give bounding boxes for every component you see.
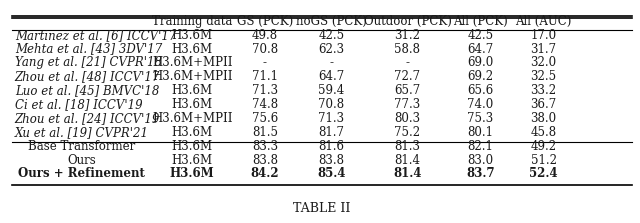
Text: 42.5: 42.5 — [467, 29, 493, 42]
Text: Mehta et al. [43] 3DV'17: Mehta et al. [43] 3DV'17 — [15, 43, 162, 56]
Text: H3.6M: H3.6M — [170, 167, 214, 180]
Text: 32.0: 32.0 — [531, 56, 557, 69]
Text: Training data: Training data — [152, 15, 232, 28]
Text: 69.0: 69.0 — [467, 56, 493, 69]
Text: 75.6: 75.6 — [252, 112, 278, 125]
Text: 74.8: 74.8 — [252, 98, 278, 111]
Text: 69.2: 69.2 — [467, 70, 493, 83]
Text: 52.4: 52.4 — [529, 167, 558, 180]
Text: Martinez et al. [6] ICCV'17: Martinez et al. [6] ICCV'17 — [15, 29, 176, 42]
Text: Xu et al. [19] CVPR'21: Xu et al. [19] CVPR'21 — [15, 126, 149, 139]
Text: Zhou et al. [48] ICCV'17: Zhou et al. [48] ICCV'17 — [15, 70, 160, 83]
Text: 82.1: 82.1 — [467, 140, 493, 153]
Text: H3.6M: H3.6M — [172, 126, 212, 139]
Text: 70.8: 70.8 — [318, 98, 344, 111]
Text: TABLE II: TABLE II — [293, 202, 351, 215]
Text: H3.6M: H3.6M — [172, 154, 212, 167]
Text: 17.0: 17.0 — [531, 29, 557, 42]
Text: H3.6M: H3.6M — [172, 43, 212, 56]
Text: 72.7: 72.7 — [394, 70, 420, 83]
Text: 83.8: 83.8 — [319, 154, 344, 167]
Text: 81.6: 81.6 — [319, 140, 344, 153]
Text: 81.4: 81.4 — [393, 167, 422, 180]
Text: 59.4: 59.4 — [318, 84, 344, 97]
Text: 84.2: 84.2 — [251, 167, 279, 180]
Text: Ours: Ours — [67, 154, 95, 167]
Text: H3.6M: H3.6M — [172, 84, 212, 97]
Text: 65.6: 65.6 — [467, 84, 493, 97]
Text: 58.8: 58.8 — [394, 43, 420, 56]
Text: 51.2: 51.2 — [531, 154, 557, 167]
Text: 62.3: 62.3 — [318, 43, 344, 56]
Text: 75.2: 75.2 — [394, 126, 420, 139]
Text: 65.7: 65.7 — [394, 84, 420, 97]
Text: 75.3: 75.3 — [467, 112, 493, 125]
Text: 71.3: 71.3 — [252, 84, 278, 97]
Text: 81.7: 81.7 — [319, 126, 344, 139]
Text: 85.4: 85.4 — [317, 167, 346, 180]
Text: 36.7: 36.7 — [531, 98, 557, 111]
Text: Base Transformer: Base Transformer — [28, 140, 135, 153]
Text: 81.5: 81.5 — [252, 126, 278, 139]
Text: 71.3: 71.3 — [318, 112, 344, 125]
Text: 71.1: 71.1 — [252, 70, 278, 83]
Text: -: - — [406, 56, 410, 69]
Text: H3.6M: H3.6M — [172, 140, 212, 153]
Text: 74.0: 74.0 — [467, 98, 493, 111]
Text: 38.0: 38.0 — [531, 112, 557, 125]
Text: Yang et al. [21] CVPR'18: Yang et al. [21] CVPR'18 — [15, 56, 162, 69]
Text: H3.6M: H3.6M — [172, 98, 212, 111]
Text: 70.8: 70.8 — [252, 43, 278, 56]
Text: 42.5: 42.5 — [318, 29, 344, 42]
Text: Luo et al. [45] BMVC'18: Luo et al. [45] BMVC'18 — [15, 84, 159, 97]
Text: Ours + Refinement: Ours + Refinement — [18, 167, 145, 180]
Text: noGS (PCK): noGS (PCK) — [296, 15, 367, 28]
Text: 83.3: 83.3 — [252, 140, 278, 153]
Text: 81.4: 81.4 — [394, 154, 420, 167]
Text: 80.1: 80.1 — [467, 126, 493, 139]
Text: 32.5: 32.5 — [531, 70, 557, 83]
Text: 33.2: 33.2 — [531, 84, 557, 97]
Text: 81.3: 81.3 — [394, 140, 420, 153]
Text: 80.3: 80.3 — [394, 112, 420, 125]
Text: -: - — [330, 56, 333, 69]
Text: 49.8: 49.8 — [252, 29, 278, 42]
Text: Outdoor (PCK): Outdoor (PCK) — [364, 15, 451, 28]
Text: All (PCK): All (PCK) — [453, 15, 508, 28]
Text: Ci et al. [18] ICCV'19: Ci et al. [18] ICCV'19 — [15, 98, 143, 111]
Text: H3.6M+MPII: H3.6M+MPII — [152, 70, 232, 83]
Text: 49.2: 49.2 — [531, 140, 557, 153]
Text: H3.6M: H3.6M — [172, 29, 212, 42]
Text: GS (PCK): GS (PCK) — [237, 15, 293, 28]
Text: 45.8: 45.8 — [531, 126, 557, 139]
Text: 31.7: 31.7 — [531, 43, 557, 56]
Text: 83.8: 83.8 — [252, 154, 278, 167]
Text: H3.6M+MPII: H3.6M+MPII — [152, 112, 232, 125]
Text: 31.2: 31.2 — [394, 29, 420, 42]
Text: Zhou et al. [24] ICCV'19: Zhou et al. [24] ICCV'19 — [15, 112, 160, 125]
Text: H3.6M+MPII: H3.6M+MPII — [152, 56, 232, 69]
Text: 64.7: 64.7 — [318, 70, 344, 83]
Text: 83.0: 83.0 — [467, 154, 493, 167]
Text: -: - — [263, 56, 267, 69]
Text: 64.7: 64.7 — [467, 43, 493, 56]
Text: All (AUC): All (AUC) — [515, 15, 572, 28]
Text: 83.7: 83.7 — [466, 167, 495, 180]
Text: 77.3: 77.3 — [394, 98, 420, 111]
